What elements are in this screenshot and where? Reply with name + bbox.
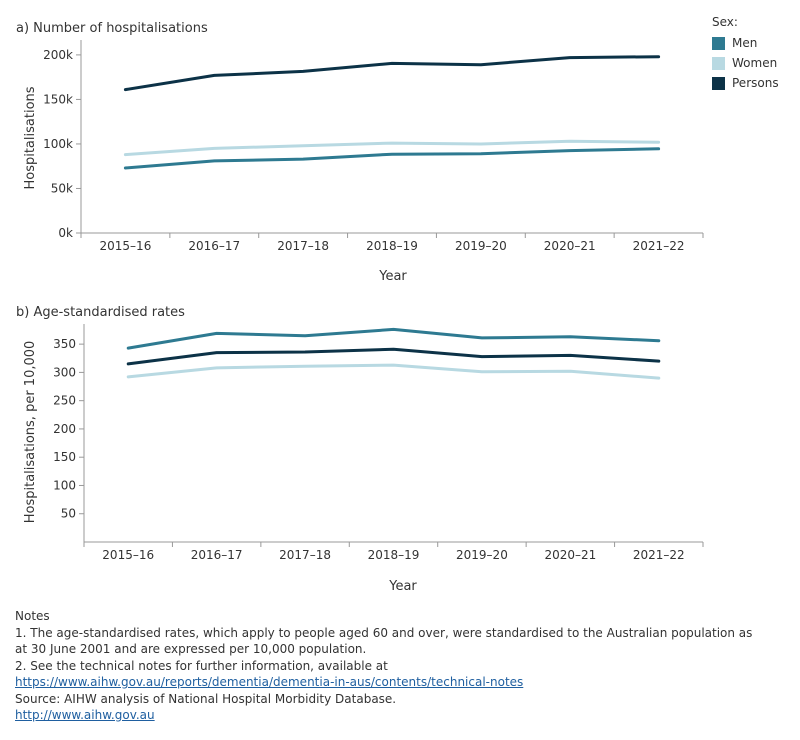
legend-item-men[interactable]: Men <box>712 33 779 53</box>
chart-b-title: b) Age-standardised rates <box>16 305 185 320</box>
chart-a-title: a) Number of hospitalisations <box>16 21 208 36</box>
chart-a-x-tick-label: 2016–17 <box>188 239 240 253</box>
chart-a-y-tick-label: 0k <box>58 226 73 240</box>
legend-item-women[interactable]: Women <box>712 53 779 73</box>
charts-area: a) Number of hospitalisations Year Hospi… <box>16 21 704 594</box>
chart-b-y-tick-label: 300 <box>53 365 76 379</box>
aihw-link[interactable]: http://www.aihw.gov.au <box>15 708 155 722</box>
note-1-line-2: at 30 June 2001 and are expressed per 10… <box>15 642 367 656</box>
chart-b-x-tick-label: 2016–17 <box>191 548 243 562</box>
technical-notes-link[interactable]: https://www.aihw.gov.au/reports/dementia… <box>15 675 524 689</box>
legend-label-persons: Persons <box>732 76 779 90</box>
chart-b-x-tick-label: 2018–19 <box>368 548 420 562</box>
chart-b-y-tick-label: 50 <box>61 507 76 521</box>
legend-swatch-men <box>712 36 725 50</box>
chart-b-x-tick-label: 2021–22 <box>633 548 685 562</box>
chart-b-series-persons[interactable] <box>126 347 661 366</box>
legend-title: Sex: <box>712 15 738 29</box>
chart-a-y-tick-label: 50k <box>51 181 73 195</box>
chart-a-x-tick-label: 2015–16 <box>100 239 152 253</box>
chart-a-x-tick-label: 2018–19 <box>366 239 418 253</box>
chart-b-ylabel: Hospitalisations, per 10,000 <box>23 341 38 524</box>
chart-b-y-tick-label: 200 <box>53 422 76 436</box>
chart-a-y-tick-label: 150k <box>43 92 73 106</box>
chart-a-x-tick-label: 2021–22 <box>633 239 685 253</box>
chart-b-x-tick-label: 2020–21 <box>544 548 596 562</box>
legend-swatch-persons <box>712 76 725 90</box>
chart-a-y-tick-label: 200k <box>43 48 73 62</box>
chart-b-y-tick-label: 100 <box>53 478 76 492</box>
chart-b-y-tick-label: 250 <box>53 394 76 408</box>
note-2: 2. See the technical notes for further i… <box>15 658 388 673</box>
chart-b-x-tick-label: 2019–20 <box>456 548 508 562</box>
chart-a-series-men[interactable] <box>123 147 661 170</box>
chart-b-series-women[interactable] <box>126 363 661 380</box>
chart-b-x-tick-label: 2015–16 <box>102 548 154 562</box>
legend: Sex: Men Women Persons <box>712 15 779 93</box>
note-1-line-1: 1. The age-standardised rates, which app… <box>15 625 753 640</box>
chart-a-x-tick-label: 2017–18 <box>277 239 329 253</box>
legend-item-persons[interactable]: Persons <box>712 73 779 93</box>
chart-b-plot: 50 100 150 200 250 300 350 2015–16 2016–17 2017–1… <box>53 324 704 562</box>
chart-b-y-tick-label: 150 <box>53 450 76 464</box>
chart-a-series-persons[interactable] <box>123 55 661 92</box>
chart-a-series-women[interactable] <box>123 139 661 157</box>
chart-b-x-tick-label: 2017–18 <box>279 548 331 562</box>
chart-a-x-tick-label: 2020–21 <box>544 239 596 253</box>
chart-b-series-men[interactable] <box>126 327 661 350</box>
notes: Notes 1. The age-standardised rates, whi… <box>15 608 795 724</box>
chart-a-plot: 0k 50k 100k 150k 200k 2015–16 2016–17 2017–18 20… <box>43 40 704 253</box>
chart-a-y-tick-label: 100k <box>43 137 73 151</box>
source-text: Source: AIHW analysis of National Hospit… <box>15 691 397 706</box>
legend-swatch-women <box>712 56 725 70</box>
chart-a-x-tick-label: 2019–20 <box>455 239 507 253</box>
chart-b-xlabel: Year <box>388 579 417 594</box>
chart-a-ylabel: Hospitalisations <box>23 86 38 189</box>
chart-b-y-tick-label: 350 <box>53 337 76 351</box>
chart-a-xlabel: Year <box>378 269 407 284</box>
notes-heading: Notes <box>15 609 50 623</box>
legend-label-women: Women <box>732 56 778 70</box>
legend-label-men: Men <box>732 36 758 50</box>
